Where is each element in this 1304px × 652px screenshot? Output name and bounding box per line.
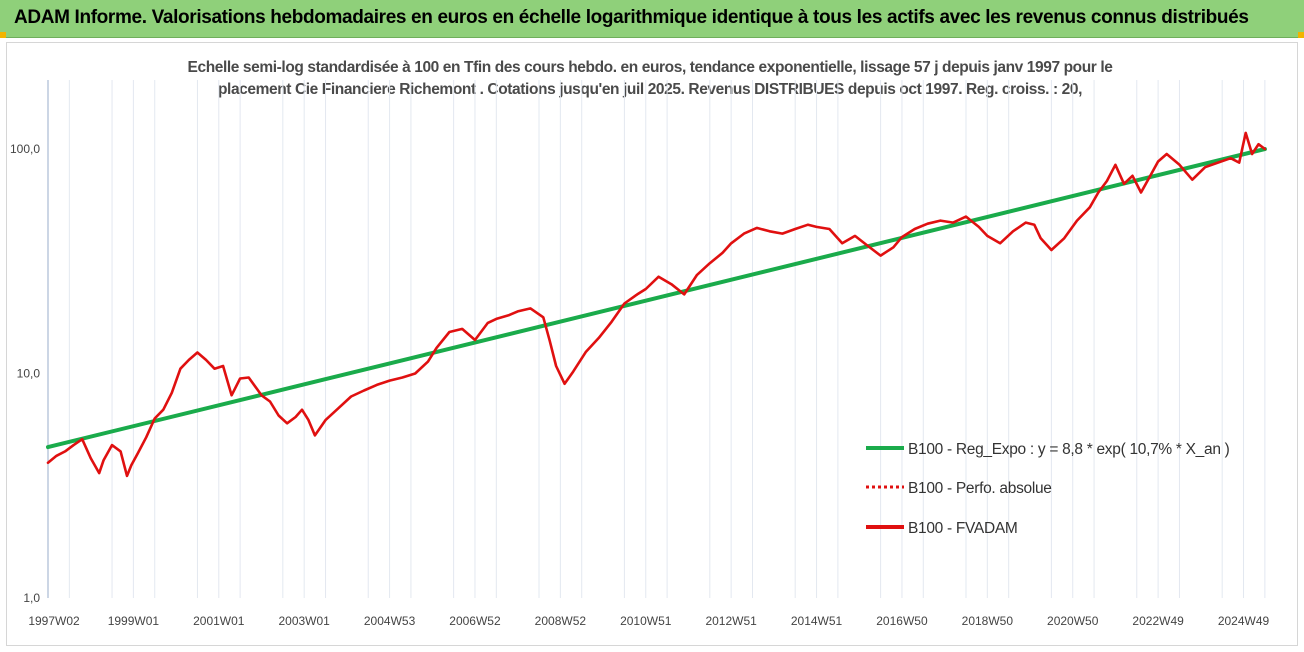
series-fvadam-line [46, 131, 1267, 478]
x-tick-label: 2020W50 [1047, 614, 1099, 628]
series-layer [46, 131, 1267, 478]
x-tick-label: 2018W50 [962, 614, 1014, 628]
y-tick-label: 1,0 [23, 591, 40, 605]
x-tick-layer: 1997W02 1999W01 2001W01 2003W01 2004W53 2006W… [28, 614, 1269, 628]
x-tick-label: 2001W01 [193, 614, 245, 628]
grid-layer [47, 80, 1266, 598]
chart-title-line2: placement Cie Financiere Richemont . Cot… [217, 81, 1082, 98]
chart-frame [6, 42, 1298, 646]
x-tick-label: 2010W51 [620, 614, 672, 628]
report-banner: ADAM Informe. Valorisations hebdomadaire… [0, 0, 1304, 38]
chart-title-line1: Echelle semi-log standardisée à 100 en T… [187, 59, 1113, 76]
report-title: ADAM Informe. Valorisations hebdomadaire… [14, 7, 1249, 28]
x-tick-label: 2003W01 [278, 614, 330, 628]
x-tick-label: 1997W02 [28, 614, 80, 628]
x-tick-label: 1999W01 [108, 614, 160, 628]
x-tick-label: 2024W49 [1218, 614, 1270, 628]
x-tick-label: 2016W50 [876, 614, 928, 628]
x-tick-label: 2022W49 [1132, 614, 1184, 628]
legend-label-regression: B100 - Reg_Expo : y = 8,8 * exp( 10,7% *… [908, 441, 1230, 458]
x-tick-label: 2012W51 [705, 614, 757, 628]
y-tick-layer: 100,0 10,0 1,0 [10, 142, 40, 605]
legend: B100 - Reg_Expo : y = 8,8 * exp( 10,7% *… [866, 441, 1230, 537]
x-tick-label: 2014W51 [791, 614, 843, 628]
series-regression-line [46, 147, 1267, 450]
banner-corner-right [1298, 32, 1304, 38]
x-tick-label: 2008W52 [535, 614, 587, 628]
legend-label-fvadam: B100 - FVADAM [908, 520, 1018, 537]
banner-corner-left [0, 32, 6, 38]
y-tick-label: 10,0 [17, 367, 41, 381]
x-tick-label: 2004W53 [364, 614, 416, 628]
x-tick-label: 2006W52 [449, 614, 501, 628]
y-tick-label: 100,0 [10, 142, 40, 156]
legend-label-perfo: B100 - Perfo. absolue [908, 480, 1052, 497]
